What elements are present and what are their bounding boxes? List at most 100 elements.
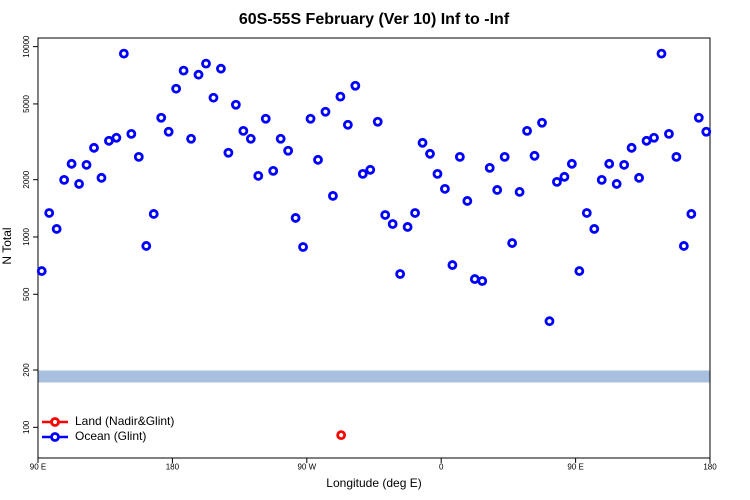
x-tick-label: 180 [166,463,180,472]
point [410,208,420,218]
point [216,63,226,74]
point [484,162,495,173]
point [328,190,338,201]
y-tick-label: 200 [22,363,31,377]
point [313,154,323,165]
point [89,142,99,153]
point [111,132,122,143]
point [469,274,480,284]
point [581,208,592,218]
point [462,196,473,206]
x-tick-label: 90 E [30,463,46,472]
y-tick-label: 2000 [22,170,31,188]
point [186,133,196,144]
point [626,142,637,153]
x-tick-label: 90 E [567,463,583,472]
legend-label: Ocean (Glint) [75,429,146,443]
point [81,159,92,170]
point [604,158,615,169]
legend-marker [50,432,60,442]
point [522,125,532,136]
reference-band [38,370,710,383]
point [417,137,428,148]
y-tick-label: 100 [22,420,31,434]
point [529,150,540,161]
point [171,83,182,94]
x-axis-label: Longitude (deg E) [326,476,421,490]
point [649,132,659,143]
point [380,210,391,220]
point [544,316,555,327]
point [678,241,689,251]
point [335,91,346,102]
point [163,126,174,137]
point [402,222,413,232]
point [432,168,443,179]
y-tick-label: 1000 [22,228,31,246]
point [701,126,712,137]
point [611,179,622,189]
point [477,276,488,286]
point [514,187,525,197]
point [74,179,84,189]
point [619,159,630,170]
point [178,65,189,76]
point [283,145,294,156]
point [596,174,607,185]
point [372,116,383,127]
point [133,151,144,162]
point [499,151,510,162]
point [664,128,674,139]
point [387,219,398,229]
point [290,213,301,223]
point [260,113,271,124]
point [148,209,159,219]
legend-marker [50,417,60,427]
point [126,128,137,139]
point [208,92,219,103]
point [66,158,77,169]
point [59,174,70,185]
point [156,112,167,123]
point [589,224,600,234]
point [104,135,114,146]
point [275,133,286,144]
point [201,58,211,69]
point [245,133,256,144]
point [574,266,585,276]
point [336,430,347,441]
point [51,224,62,234]
point [552,176,562,187]
legend-label: Land (Nadir&Glint) [75,414,174,428]
point [305,113,316,124]
point [253,170,264,181]
point [693,112,704,123]
point [141,241,152,251]
point [118,48,129,59]
point [223,147,234,158]
point [425,148,435,159]
point [342,119,353,130]
plot-frame [37,37,711,459]
point [193,69,204,80]
point [268,165,279,176]
point [298,242,308,252]
point [96,172,107,183]
y-tick-label: 10000 [22,35,31,58]
point [537,117,547,128]
point [365,164,376,175]
point [36,266,47,276]
point [447,260,458,270]
point [357,168,368,179]
point [395,269,406,279]
point [656,48,667,59]
point [686,209,697,219]
point [507,238,518,248]
point [320,106,331,117]
point [559,171,570,182]
point [634,172,644,183]
x-tick-label: 90 W [297,463,316,472]
point [566,158,577,169]
point [44,208,55,218]
